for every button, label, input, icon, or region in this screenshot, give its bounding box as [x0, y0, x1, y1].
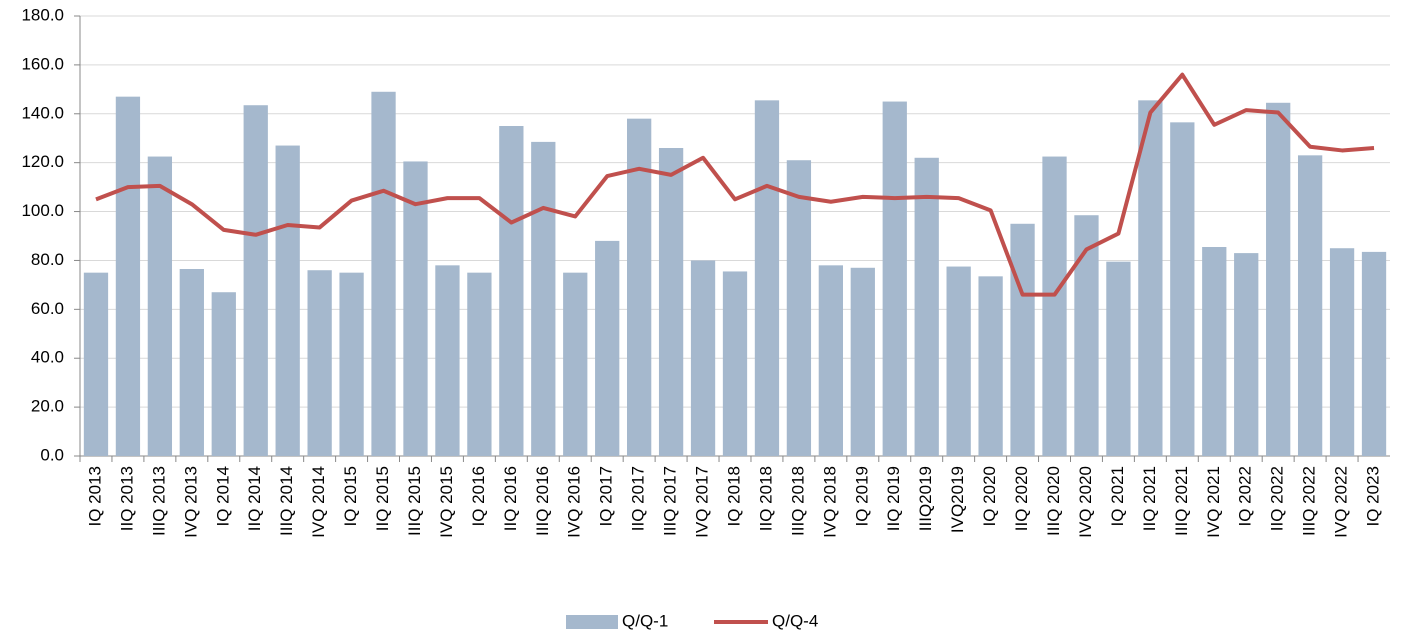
x-tick-label: IIQ 2018: [756, 466, 775, 531]
x-tick-label: IQ 2020: [980, 466, 999, 527]
line: [95, 72, 1375, 297]
x-tick-label: IIIQ 2016: [533, 466, 552, 536]
x-tick-label: IQ 2016: [469, 466, 488, 527]
bar: [499, 126, 524, 456]
x-tick-label: IIQ 2017: [629, 466, 648, 531]
legend-label: Q/Q-1: [622, 611, 668, 630]
x-tick-label: IVQ 2013: [181, 466, 200, 538]
y-tick-label: 120.0: [21, 152, 64, 171]
x-tick-label: IVQ 2014: [309, 466, 328, 538]
x-tick-label: IVQ 2015: [437, 466, 456, 538]
bar: [1106, 261, 1131, 456]
bar: [882, 101, 907, 457]
x-tick-label: IVQ 2021: [1204, 466, 1223, 538]
x-tick-label: IQ 2023: [1364, 466, 1383, 527]
bar: [307, 270, 332, 456]
x-tick-label: IQ 2018: [724, 466, 743, 527]
x-tick-label: IIIQ2019: [916, 466, 935, 531]
y-tick-label: 80.0: [31, 250, 64, 269]
bar: [1042, 156, 1067, 457]
x-tick-label: IIQ 2013: [117, 466, 136, 531]
x-tick-label: IIIQ 2013: [149, 466, 168, 536]
x-tick-label: IIIQ 2017: [661, 466, 680, 536]
x-tick-label: IIQ 2015: [373, 466, 392, 531]
bar: [946, 266, 971, 456]
bar: [243, 105, 268, 456]
x-tick-label: IIIQ 2018: [788, 466, 807, 536]
bar: [1234, 253, 1259, 456]
x-tick-label: IIQ 2019: [884, 466, 903, 531]
bar: [786, 160, 812, 456]
x-tick-label: IQ 2014: [213, 466, 232, 527]
y-tick-label: 160.0: [21, 54, 64, 73]
x-tick-label: IQ 2015: [341, 466, 360, 527]
bar: [179, 269, 204, 456]
legend-label: Q/Q-4: [772, 611, 818, 630]
x-tick-label: IQ 2022: [1236, 466, 1255, 527]
bar: [211, 292, 236, 456]
y-tick-label: 180.0: [21, 5, 64, 24]
y-tick-label: 60.0: [31, 299, 64, 318]
bar: [1010, 223, 1035, 456]
x-tick-label: IQ 2017: [597, 466, 616, 527]
bar: [850, 267, 875, 456]
x-tick-label: IIIQ 2014: [277, 466, 296, 536]
bar: [435, 265, 460, 456]
y-tick-label: 40.0: [31, 348, 64, 367]
x-tick-label: IIQ 2022: [1268, 466, 1287, 531]
bar: [531, 141, 556, 456]
x-tick-label: IIIQ 2021: [1172, 466, 1191, 536]
bar: [1138, 100, 1163, 456]
bar: [722, 271, 748, 456]
bar: [371, 91, 396, 457]
y-tick-label: 140.0: [21, 103, 64, 122]
y-tick-label: 0.0: [40, 445, 64, 464]
bar: [275, 145, 300, 457]
bar: [339, 272, 364, 456]
x-tick-label: IQ 2013: [85, 466, 104, 527]
x-tick-label: IVQ 2016: [565, 466, 584, 538]
x-tick-label: IIQ 2020: [1012, 466, 1031, 531]
bar: [690, 260, 716, 456]
x-tick-label: IIIQ 2020: [1044, 466, 1063, 536]
y-tick-label: 100.0: [21, 201, 64, 220]
bar: [1266, 102, 1291, 457]
bar: [658, 148, 684, 456]
x-tick-label: IIQ 2021: [1140, 466, 1159, 531]
x-tick-label: IVQ2019: [948, 466, 967, 533]
bar: [1202, 247, 1227, 456]
bar: [818, 265, 843, 456]
y-tick-label: 20.0: [31, 397, 64, 416]
bar: [914, 157, 939, 456]
x-tick-label: IVQ 2017: [693, 466, 712, 538]
bar: [115, 96, 141, 457]
x-tick-label: IIQ 2016: [501, 466, 520, 531]
bar: [403, 161, 428, 456]
x-tick-label: IIIQ 2015: [405, 466, 424, 536]
bar: [467, 272, 492, 456]
bar: [1170, 122, 1195, 456]
bar: [147, 156, 173, 457]
bar: [627, 118, 652, 457]
x-tick-label: IIQ 2014: [245, 466, 264, 531]
x-tick-label: IVQ 2022: [1332, 466, 1351, 538]
bar: [563, 272, 588, 456]
bar: [1074, 215, 1099, 456]
bar: [595, 240, 620, 456]
x-tick-label: IVQ 2020: [1076, 466, 1095, 538]
bar: [1329, 248, 1355, 456]
x-tick-label: IQ 2019: [852, 466, 871, 527]
bar: [754, 100, 780, 456]
bar: [1297, 155, 1323, 457]
bar: [978, 276, 1003, 456]
bar: [83, 272, 109, 456]
x-tick-label: IVQ 2018: [820, 466, 839, 538]
legend-swatch: [566, 615, 618, 629]
bar: [1361, 251, 1387, 456]
x-tick-label: IIIQ 2022: [1300, 466, 1319, 536]
x-tick-label: IQ 2021: [1108, 466, 1127, 527]
